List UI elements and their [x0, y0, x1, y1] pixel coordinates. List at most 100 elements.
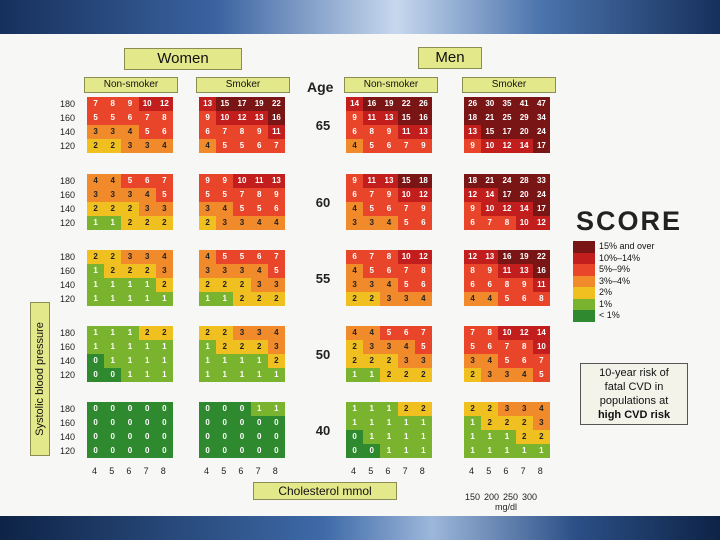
legend-swatch	[573, 252, 595, 264]
risk-cell: 1	[199, 292, 217, 306]
risk-cell: 16	[498, 250, 516, 264]
risk-cell: 1	[104, 354, 122, 368]
risk-cell: 1	[363, 430, 381, 444]
risk-cell: 1	[414, 430, 432, 444]
risk-cell: 22	[532, 250, 550, 264]
risk-cell: 1	[216, 368, 234, 382]
sbp-tick-label: 180	[60, 404, 76, 414]
risk-cell: 19	[380, 97, 398, 111]
risk-cell: 5	[216, 188, 234, 202]
risk-cell: 4	[267, 216, 285, 230]
risk-cell: 14	[515, 202, 533, 216]
sbp-tick-label: 140	[60, 356, 76, 366]
risk-cell: 18	[464, 111, 482, 125]
risk-cell: 3	[414, 354, 432, 368]
risk-cell: 1	[104, 292, 122, 306]
risk-cell: 3	[121, 188, 139, 202]
risk-cell: 5	[233, 250, 251, 264]
risk-cell: 3	[267, 278, 285, 292]
risk-legend: 15% and over 10%–14% 5%–9% 3%–4% 2% 1% < 1%	[573, 241, 691, 322]
risk-caption-line-4: high CVD risk	[597, 409, 671, 421]
sbp-tick-label: 180	[60, 252, 76, 262]
risk-cell: 24	[532, 125, 550, 139]
risk-cell: 14	[515, 139, 533, 153]
risk-cell: 0	[250, 430, 268, 444]
risk-cell: 20	[515, 188, 533, 202]
risk-cell: 6	[346, 250, 364, 264]
risk-cell: 2	[87, 202, 105, 216]
risk-cell: 1	[155, 354, 173, 368]
risk-cell: 1	[104, 216, 122, 230]
legend-swatch	[573, 287, 595, 299]
risk-cell: 3	[363, 216, 381, 230]
risk-cell: 3	[250, 278, 268, 292]
risk-cell: 0	[87, 402, 105, 416]
risk-cell: 1	[498, 444, 516, 458]
risk-cell: 7	[155, 174, 173, 188]
risk-cell: 8	[250, 188, 268, 202]
cholesterol-tick-label: 8	[160, 466, 166, 476]
risk-cell: 5	[233, 202, 251, 216]
risk-cell: 5	[363, 202, 381, 216]
risk-cell: 5	[464, 340, 482, 354]
age-label: 40	[315, 423, 331, 438]
risk-cell: 6	[199, 125, 217, 139]
risk-cell: 7	[363, 188, 381, 202]
risk-cell: 9	[121, 97, 139, 111]
risk-cell: 4	[532, 402, 550, 416]
y-axis-label-box: Systolic blood pressure	[30, 302, 50, 456]
risk-cell: 2	[498, 416, 516, 430]
risk-cell: 5	[138, 125, 156, 139]
risk-cell: 8	[532, 292, 550, 306]
risk-cell: 24	[498, 174, 516, 188]
risk-cell: 5	[498, 354, 516, 368]
risk-cell: 3	[363, 340, 381, 354]
risk-cell: 9	[481, 264, 499, 278]
risk-cell: 2	[121, 264, 139, 278]
risk-cell: 9	[380, 125, 398, 139]
cholesterol-tick-label: 5	[368, 466, 374, 476]
risk-cell: 1	[481, 430, 499, 444]
cholesterol-tick-label: 6	[126, 466, 132, 476]
cholesterol-tick-label: 8	[537, 466, 543, 476]
risk-cell: 6	[267, 202, 285, 216]
score-logo: SCORE	[576, 206, 683, 236]
risk-cell: 2	[104, 264, 122, 278]
risk-cell: 3	[104, 188, 122, 202]
risk-cell: 2	[397, 402, 415, 416]
legend-label: 15% and over	[599, 241, 655, 251]
risk-cell: 0	[155, 402, 173, 416]
risk-cell: 0	[104, 416, 122, 430]
risk-cell: 10	[481, 202, 499, 216]
risk-cell: 11	[250, 174, 268, 188]
risk-cell: 14	[532, 326, 550, 340]
legend-swatch	[573, 310, 595, 322]
risk-cell: 3	[121, 139, 139, 153]
sbp-tick-label: 120	[60, 141, 76, 151]
risk-cell: 0	[346, 444, 364, 458]
risk-cell: 3	[380, 292, 398, 306]
risk-cell: 9	[250, 125, 268, 139]
risk-cell: 17	[532, 139, 550, 153]
risk-cell: 12	[414, 250, 432, 264]
risk-cell: 2	[216, 340, 234, 354]
risk-cell: 0	[363, 444, 381, 458]
risk-cell: 0	[216, 430, 234, 444]
cholesterol-tick-label: 5	[486, 466, 492, 476]
risk-cell: 0	[87, 368, 105, 382]
risk-cell: 9	[464, 202, 482, 216]
risk-cell: 18	[464, 174, 482, 188]
risk-cell: 1	[121, 278, 139, 292]
risk-cell: 1	[380, 430, 398, 444]
risk-cell: 1	[464, 444, 482, 458]
risk-cell: 1	[346, 368, 364, 382]
risk-cell: 1	[138, 292, 156, 306]
risk-cell: 4	[121, 125, 139, 139]
risk-cell: 0	[121, 444, 139, 458]
risk-cell: 1	[414, 416, 432, 430]
risk-cell: 0	[87, 444, 105, 458]
risk-cell: 1	[87, 216, 105, 230]
risk-cell: 1	[104, 278, 122, 292]
risk-cell: 5	[397, 216, 415, 230]
risk-cell: 0	[267, 416, 285, 430]
